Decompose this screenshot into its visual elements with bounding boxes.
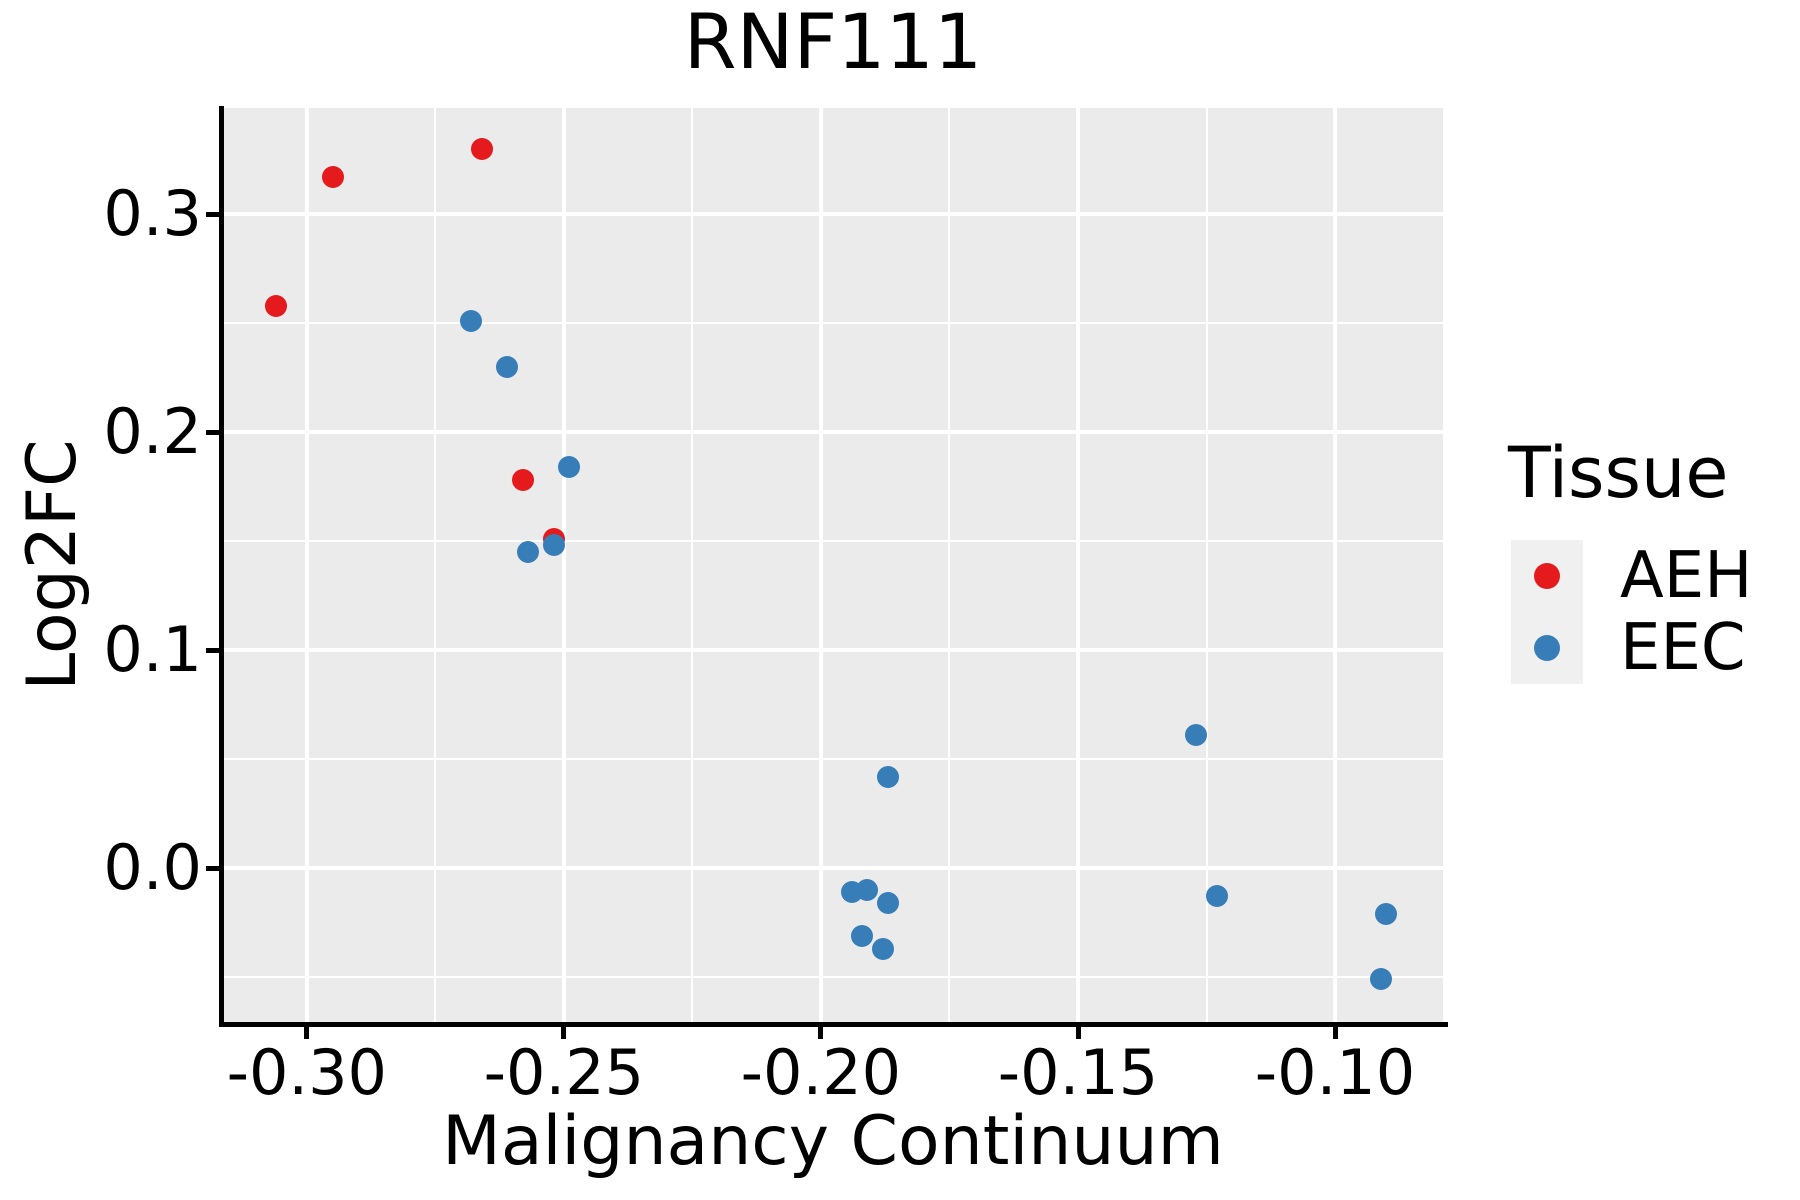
legend-swatch-eec-icon [1534,635,1560,661]
data-point-aeh [470,137,493,160]
data-point-eec [851,924,873,947]
gridline-x-major [1333,108,1337,1022]
data-point-eec [460,309,483,332]
data-point-eec [1205,885,1228,908]
x-tick-label: -0.25 [483,1036,645,1109]
data-point-eec [496,355,519,378]
gridline-y-minor [223,322,1443,324]
gridline-x-major [818,108,823,1022]
gridline-y-minor [223,540,1443,542]
x-tick-mark [1075,1025,1081,1039]
x-tick-mark [1332,1025,1338,1039]
data-point-eec [871,937,894,960]
legend-key-box [1511,540,1583,612]
legend-key-box [1511,612,1583,684]
y-axis-line [219,106,224,1027]
data-point-eec [516,540,539,563]
data-point-eec [1375,902,1398,925]
legend-label-aeh: AEH [1620,539,1753,613]
y-tick-label: 0.1 [103,613,202,686]
data-point-aeh [265,294,287,317]
y-tick-mark [206,429,220,435]
y-tick-mark [206,865,220,871]
gridline-x-minor [1205,108,1208,1022]
data-point-eec [876,765,899,788]
y-tick-label: 0.0 [103,831,202,905]
x-axis-line [219,1022,1448,1027]
data-point-eec [856,878,879,901]
gridline-y-major [223,430,1443,434]
x-tick-label: -0.30 [226,1036,387,1109]
x-tick-mark [304,1025,310,1039]
plot-title: RNF111 [683,0,983,86]
gridline-x-major [561,108,566,1022]
gridline-y-minor [223,758,1443,761]
legend-swatch-aeh-icon [1534,563,1560,589]
data-point-eec [876,892,899,914]
data-point-aeh [321,165,344,188]
legend-title: Tissue [1508,432,1729,514]
data-point-eec [542,534,565,557]
data-point-eec [1185,724,1208,747]
y-tick-label: 0.3 [103,177,202,250]
y-tick-mark [206,211,220,217]
plot-panel [223,108,1443,1022]
x-axis-title: Malignancy Continuum [442,1102,1224,1181]
gridline-y-minor [223,976,1443,979]
gridline-x-major [304,108,309,1022]
x-tick-label: -0.20 [740,1036,902,1109]
gridline-y-major [223,648,1443,652]
x-tick-mark [561,1025,567,1039]
y-tick-mark [206,647,220,653]
legend-label-eec: EEC [1620,611,1746,685]
data-point-eec [558,455,580,478]
data-point-eec [1370,968,1393,991]
x-tick-label: -0.10 [1254,1036,1416,1109]
gridline-x-minor [948,108,951,1022]
gridline-x-minor [434,108,437,1022]
gridline-y-major [223,866,1443,871]
x-tick-mark [818,1025,824,1039]
data-point-aeh [511,469,534,491]
gridline-x-major [1076,108,1080,1022]
gridline-y-major [223,212,1443,216]
x-tick-label: -0.15 [997,1036,1159,1109]
gridline-x-minor [691,108,694,1022]
y-tick-label: 0.2 [103,395,202,468]
